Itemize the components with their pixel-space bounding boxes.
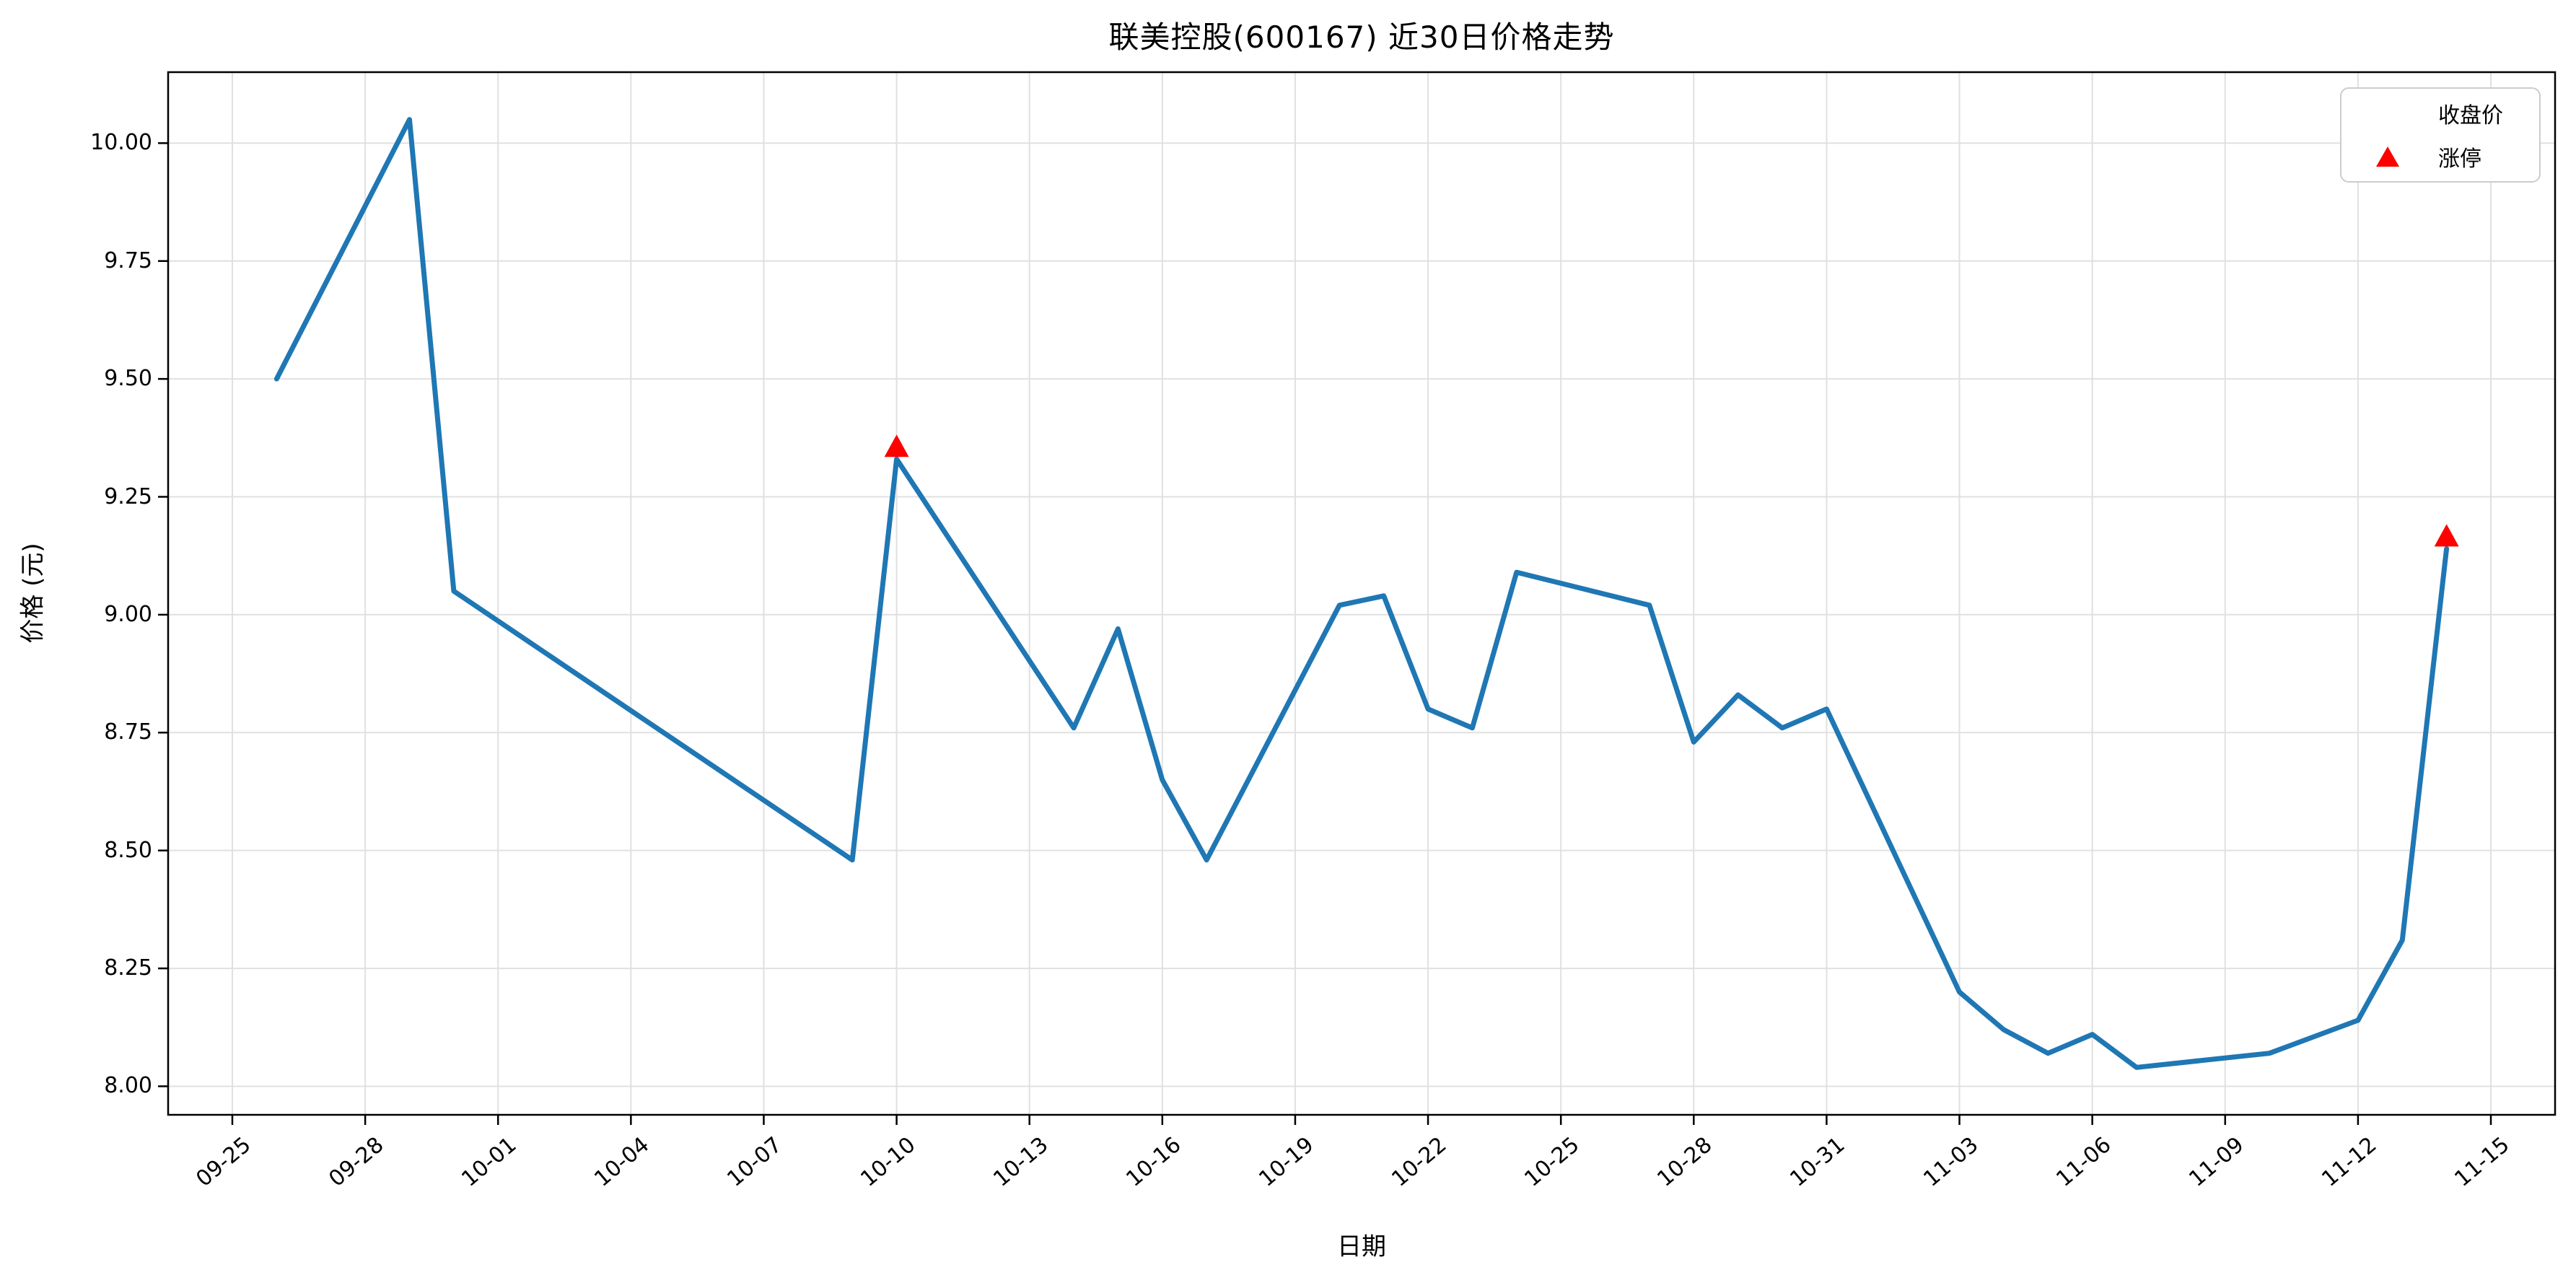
y-tick-label: 9.25: [104, 483, 152, 509]
y-tick-label: 9.00: [104, 601, 152, 627]
x-axis-label: 日期: [1337, 1232, 1386, 1261]
y-tick-label: 8.00: [104, 1073, 152, 1099]
legend-triangle-sample: [2354, 146, 2421, 167]
y-tick-label: 10.00: [90, 130, 152, 156]
y-tick-label: 8.25: [104, 955, 152, 981]
limit-up-marker: [2434, 524, 2459, 547]
limit-up-triangle-icon: [2376, 146, 2399, 167]
legend: 收盘价 涨停: [2340, 87, 2541, 183]
y-tick-label: 8.50: [104, 837, 152, 863]
legend-line-sample: [2354, 111, 2421, 116]
legend-close-label: 收盘价: [2438, 103, 2503, 128]
close-price-line-icon: [2354, 111, 2421, 116]
legend-row-limit-up: 涨停: [2354, 141, 2526, 172]
y-tick-label: 8.75: [104, 719, 152, 745]
limit-up-marker: [884, 434, 909, 457]
y-tick-label: 9.50: [104, 366, 152, 392]
y-tick-label: 9.75: [104, 247, 152, 273]
chart-title: 联美控股(600167) 近30日价格走势: [1108, 19, 1615, 55]
legend-limit-up-label: 涨停: [2438, 146, 2481, 172]
closing-price-line: [273, 117, 2450, 1070]
axes-frame: [167, 71, 2557, 1116]
legend-row-close: 收盘价: [2354, 97, 2526, 129]
